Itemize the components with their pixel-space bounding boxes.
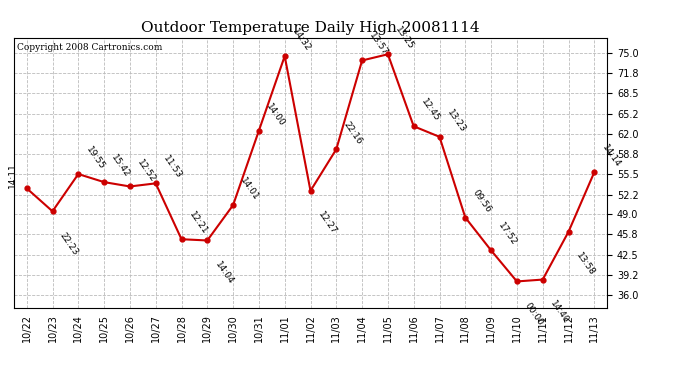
Text: 14:32: 14:32 <box>290 27 313 53</box>
Text: 13:23: 13:23 <box>445 108 467 134</box>
Text: 22:23: 22:23 <box>58 231 80 257</box>
Text: 12:27: 12:27 <box>316 210 338 236</box>
Text: 17:52: 17:52 <box>497 221 519 248</box>
Text: 14:01: 14:01 <box>239 176 261 202</box>
Text: Copyright 2008 Cartronics.com: Copyright 2008 Cartronics.com <box>17 43 162 52</box>
Text: 14:00: 14:00 <box>264 102 286 128</box>
Text: 00:00: 00:00 <box>522 301 544 327</box>
Text: 15:42: 15:42 <box>110 153 132 179</box>
Text: 14:40: 14:40 <box>549 299 571 325</box>
Text: 13:25: 13:25 <box>393 25 415 51</box>
Text: 19:55: 19:55 <box>84 145 106 171</box>
Text: 14:04: 14:04 <box>213 260 235 286</box>
Title: Outdoor Temperature Daily High 20081114: Outdoor Temperature Daily High 20081114 <box>141 21 480 35</box>
Text: 12:45: 12:45 <box>420 98 442 123</box>
Text: 22:16: 22:16 <box>342 120 364 147</box>
Text: 11:53: 11:53 <box>161 154 184 181</box>
Text: 14:14: 14:14 <box>600 143 622 170</box>
Text: 13:58: 13:58 <box>574 251 596 278</box>
Text: 12:21: 12:21 <box>187 210 209 237</box>
Text: 09:56: 09:56 <box>471 188 493 215</box>
Text: 14:11: 14:11 <box>8 163 17 188</box>
Text: 13:57: 13:57 <box>368 32 390 58</box>
Text: 12:52: 12:52 <box>135 158 157 184</box>
